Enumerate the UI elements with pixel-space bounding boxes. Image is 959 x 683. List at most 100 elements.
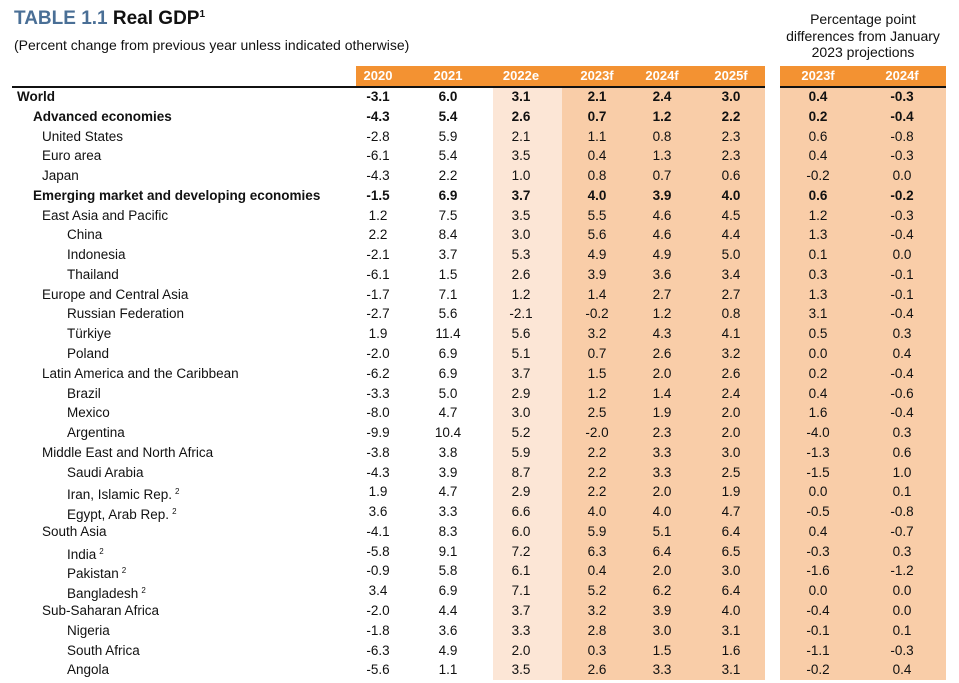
value-cell-2023f: 3.2 — [587, 603, 607, 619]
diff-cell-2023f: -0.1 — [806, 622, 830, 638]
value-cell-2020: -2.0 — [366, 346, 390, 361]
diff-cell-2024f: 0.6 — [892, 444, 912, 460]
value-cell-2021: 3.8 — [438, 444, 458, 460]
table-row: Latin America and the Caribbean -6.2 6.9 3.… — [0, 364, 959, 384]
row-label-text: Euro area — [42, 148, 102, 164]
column-header: 2021 — [433, 68, 463, 83]
table-row: Poland -2.0 6.9 5.1 0.7 2.6 3.2 0.0 0.4 — [0, 344, 959, 364]
value-cell-2021: 6.9 — [438, 365, 458, 381]
value-cell-2022e: 7.1 — [511, 583, 531, 599]
value-cell-2020: 2.2 — [368, 227, 388, 243]
table-row: China 2.2 8.4 3.0 5.6 4.6 4.4 1.3 -0.4 — [0, 225, 959, 245]
table-row: Europe and Central Asia -1.7 7.1 1.2 1.4 2.7 2… — [0, 285, 959, 305]
value-cell-2021: 6.9 — [438, 187, 458, 203]
table-row: Iran, Islamic Rep. 2 1.9 4.7 2.9 2.2 2.0 1.9 0.0… — [0, 482, 959, 502]
row-label: Latin America and the Caribbean — [42, 364, 239, 384]
value-cell-2024f: 2.3 — [652, 425, 672, 441]
value-cell-2020: -1.7 — [366, 286, 390, 302]
value-cell-2020: 3.6 — [368, 504, 388, 520]
value-cell-2023f: 2.2 — [587, 464, 607, 480]
row-label: Nigeria — [67, 621, 110, 641]
value-cell-2021: 4.9 — [438, 642, 458, 658]
table-row: Egypt, Arab Rep. 2 3.6 3.3 6.6 4.0 4.0 4.7 -0.5 -… — [0, 502, 959, 522]
diff-cell-2023f: 0.6 — [808, 187, 828, 203]
value-cell-2023f: 1.1 — [587, 128, 607, 144]
value-cell-2022e: 5.1 — [511, 346, 531, 361]
value-cell-2025f: 1.6 — [721, 642, 741, 658]
value-cell-2022e: 6.6 — [511, 504, 531, 520]
diff-cell-2023f: -0.4 — [806, 603, 830, 619]
value-cell-2022e: 1.2 — [511, 286, 531, 302]
value-cell-2021: 3.6 — [438, 622, 458, 638]
value-cell-2024f: 2.6 — [652, 346, 672, 361]
row-label-text: World — [17, 89, 55, 104]
value-cell-2020: -6.1 — [366, 266, 390, 282]
value-cell-2024f: 3.3 — [652, 444, 672, 460]
diff-cell-2023f: 1.2 — [808, 207, 828, 223]
value-cell-2022e: 7.2 — [511, 543, 531, 559]
row-label-text: India — [67, 546, 97, 562]
value-cell-2022e: 3.5 — [511, 662, 531, 678]
diff-cell-2023f: -1.5 — [806, 464, 830, 480]
value-cell-2021: 4.7 — [438, 484, 458, 500]
row-label-text: East Asia and Pacific — [42, 207, 169, 223]
diff-cell-2024f: -0.3 — [890, 89, 914, 104]
table-row: East Asia and Pacific 1.2 7.5 3.5 5.5 4.6 4.5 1… — [0, 206, 959, 226]
row-label: United States — [42, 127, 123, 147]
diff-cell-2024f: -0.2 — [890, 187, 914, 203]
value-cell-2022e: 2.9 — [511, 484, 531, 500]
diff-cell-2023f: 0.5 — [808, 326, 828, 342]
value-cell-2022e: 3.1 — [511, 89, 531, 104]
value-cell-2021: 2.2 — [438, 168, 458, 184]
column-header: 2024f — [645, 68, 679, 83]
value-cell-2024f: 3.9 — [652, 187, 672, 203]
diff-cell-2023f: 0.4 — [808, 89, 828, 104]
row-label: Japan — [42, 166, 79, 186]
value-cell-2021: 4.4 — [438, 603, 458, 619]
table-subtitle: (Percent change from previous year unles… — [14, 37, 410, 53]
row-label: World — [17, 87, 55, 107]
value-cell-2025f: 6.5 — [721, 543, 741, 559]
value-cell-2025f: 2.3 — [721, 128, 741, 144]
row-label-text: Indonesia — [67, 247, 126, 263]
value-cell-2022e: 3.0 — [511, 405, 531, 421]
row-label-text: Saudi Arabia — [67, 464, 144, 480]
diff-cell-2024f: 0.4 — [892, 662, 912, 678]
value-cell-2025f: 4.5 — [721, 207, 741, 223]
value-cell-2021: 1.5 — [438, 266, 458, 282]
row-label: Advanced economies — [33, 107, 172, 127]
value-cell-2024f: 2.0 — [652, 365, 672, 381]
row-label: Pakistan 2 — [67, 561, 126, 581]
value-cell-2024f: 0.8 — [652, 128, 672, 144]
row-label-text: Sub-Saharan Africa — [42, 603, 160, 619]
diff-cell-2024f: 0.0 — [892, 168, 912, 184]
table-row: Nigeria -1.8 3.6 3.3 2.8 3.0 3.1 -0.1 0.1 — [0, 621, 959, 641]
diff-cell-2023f: -1.6 — [806, 563, 830, 579]
column-header: 2020 — [363, 68, 393, 83]
value-cell-2023f: 3.2 — [587, 326, 607, 342]
diff-cell-2024f: -0.3 — [890, 207, 914, 223]
column-header: 2025f — [714, 68, 748, 83]
row-label: Middle East and North Africa — [42, 443, 213, 463]
diff-cell-2024f: -0.8 — [890, 128, 914, 144]
row-label-text: Brazil — [67, 385, 101, 401]
diff-cell-2024f: 0.1 — [892, 484, 912, 500]
diff-cell-2024f: -0.4 — [890, 108, 914, 124]
diff-cell-2023f: -0.3 — [806, 543, 830, 559]
value-cell-2024f: 3.3 — [652, 662, 672, 678]
row-label: Saudi Arabia — [67, 463, 144, 483]
value-cell-2025f: 5.0 — [721, 247, 741, 263]
row-label-text: United States — [42, 128, 124, 144]
value-cell-2022e: 3.7 — [511, 603, 531, 619]
value-cell-2021: 5.8 — [438, 563, 458, 579]
value-cell-2022e: 3.3 — [511, 622, 531, 638]
value-cell-2023f: 4.0 — [587, 187, 607, 203]
footnote-marker: 2 — [141, 586, 146, 596]
value-cell-2020: 3.4 — [368, 583, 388, 599]
row-label-text: Europe and Central Asia — [42, 286, 189, 302]
row-label: Thailand — [67, 265, 119, 285]
diff-cell-2024f: 0.3 — [892, 543, 912, 559]
row-label: Bangladesh 2 — [67, 581, 146, 601]
value-cell-2023f: 3.9 — [587, 266, 607, 282]
row-label-text: Middle East and North Africa — [42, 444, 214, 460]
